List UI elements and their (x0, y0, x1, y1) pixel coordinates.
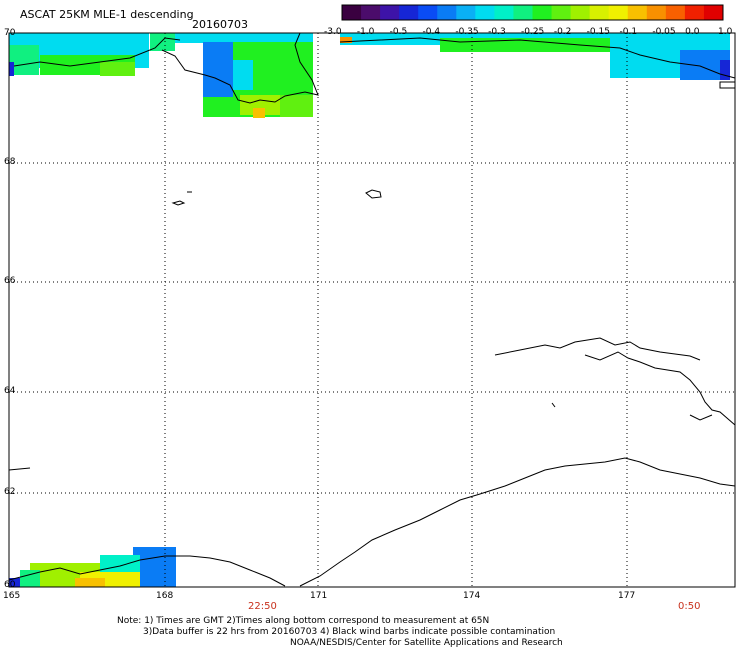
colorbar-tick-label: -0.4 (422, 27, 441, 37)
colorbar-tick-label: -0.15 (586, 27, 610, 37)
colorbar-swatch (437, 5, 457, 20)
lon-label-177: 177 (618, 591, 636, 601)
gridlines (9, 33, 735, 587)
colorbar-swatch (627, 5, 648, 20)
map-title: ASCAT 25KM MLE-1 descending (20, 8, 194, 21)
lat-label-70: 70 (4, 28, 16, 38)
colorbar-tick-label: -0.2 (553, 27, 572, 37)
map-date: 20160703 (192, 18, 248, 31)
colorbar-tick-label: 0.0 (685, 27, 700, 37)
lon-label-168: 168 (156, 591, 174, 601)
colorbar-tick-label: -3.0 (324, 27, 342, 37)
colorbar-swatch (646, 5, 667, 20)
note-line-1: Note: 1) Times are GMT 2)Times along bot… (117, 616, 490, 626)
colorbar-swatch (532, 5, 553, 20)
colorbar-swatch (380, 5, 400, 20)
lat-label-60: 60 (4, 580, 16, 590)
colorbar-swatch (456, 5, 476, 20)
lat-label-64: 64 (4, 386, 16, 396)
colorbar (341, 4, 724, 21)
colorbar-swatch (684, 5, 705, 20)
colorbar-tick-label: -0.05 (652, 27, 676, 37)
colorbar-swatch (513, 5, 533, 20)
colorbar-tick-label: -0.5 (389, 27, 408, 37)
colorbar-swatch (361, 5, 381, 20)
colorbar-tick-label: -0.35 (455, 27, 479, 37)
note-line-3: NOAA/NESDIS/Center for Satellite Applica… (290, 638, 563, 648)
lat-label-68: 68 (4, 157, 16, 167)
lon-label-165: 165 (3, 591, 21, 601)
time-label-end: 0:50 (678, 601, 701, 612)
colorbar-swatch (475, 5, 495, 20)
lon-label-174: 174 (463, 591, 481, 601)
colorbar-tick-label: -0.25 (521, 27, 545, 37)
colorbar-swatch (570, 5, 591, 20)
lat-label-66: 66 (4, 276, 16, 286)
colorbar-swatch (589, 5, 610, 20)
colorbar-swatch (418, 5, 438, 20)
map-frame (8, 32, 736, 588)
colorbar-tick-label: -1.0 (356, 27, 375, 37)
data-swaths (9, 33, 730, 587)
lat-label-62: 62 (4, 487, 16, 497)
lon-label-171: 171 (310, 591, 328, 601)
note-line-2: 3)Data buffer is 22 hrs from 20160703 4)… (143, 627, 556, 637)
time-label-start: 22:50 (248, 601, 277, 612)
colorbar-swatch (494, 5, 514, 20)
colorbar-swatch (399, 5, 419, 20)
colorbar-swatch (665, 5, 686, 20)
colorbar-tick-label: -0.1 (619, 27, 638, 37)
colorbar-tick-label: 1.0 (718, 27, 733, 37)
colorbar-frame (341, 4, 724, 21)
colorbar-swatch (551, 5, 572, 20)
colorbar-swatch (608, 5, 629, 20)
colorbar-swatch (703, 5, 724, 20)
colorbar-swatch (342, 5, 362, 20)
coastlines (8, 32, 736, 587)
colorbar-tick-label: -0.3 (488, 27, 506, 37)
